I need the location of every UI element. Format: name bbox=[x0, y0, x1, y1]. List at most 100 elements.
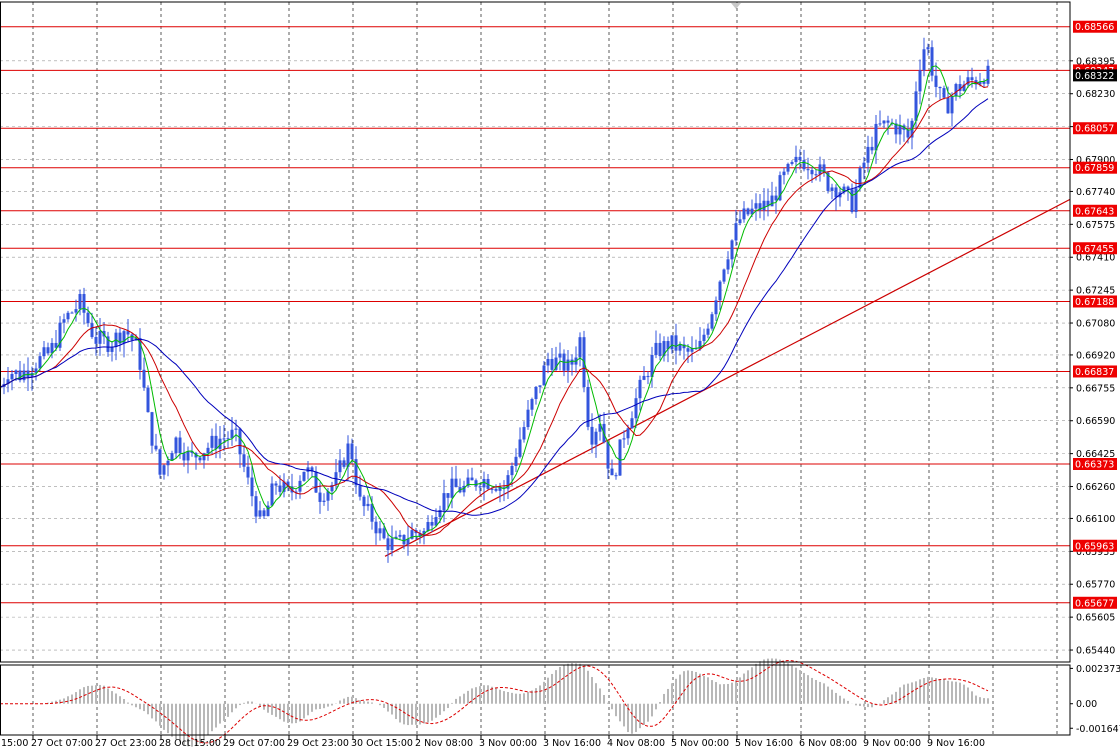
candle-body bbox=[234, 428, 238, 430]
candle-body bbox=[478, 486, 482, 488]
level-label: 0.67188 bbox=[1075, 297, 1114, 308]
candle-body bbox=[886, 120, 890, 123]
candle-body bbox=[738, 219, 742, 224]
candle-body bbox=[598, 423, 602, 432]
candle-body bbox=[674, 335, 678, 351]
candle-body bbox=[106, 336, 110, 352]
candle-body bbox=[14, 370, 18, 374]
price-tick-label: 0.67245 bbox=[1076, 286, 1115, 297]
candle-body bbox=[278, 485, 282, 492]
candle-body bbox=[326, 491, 330, 501]
candle-body bbox=[686, 348, 690, 352]
candle-body bbox=[698, 340, 702, 350]
candle-body bbox=[118, 332, 122, 344]
candle-body bbox=[162, 465, 166, 475]
candle-body bbox=[538, 385, 542, 387]
candle-body bbox=[442, 493, 446, 511]
candle-body bbox=[142, 369, 146, 388]
candle-body bbox=[806, 169, 810, 171]
candle-body bbox=[618, 439, 622, 476]
candle-body bbox=[490, 488, 494, 490]
ma-30-line bbox=[0, 98, 989, 516]
candle-body bbox=[498, 487, 502, 491]
candle-body bbox=[882, 120, 886, 124]
candle-body bbox=[310, 467, 314, 472]
time-tick-label: 3 Nov 16:00 bbox=[543, 738, 601, 749]
trendline[interactable] bbox=[384, 198, 1071, 557]
grid bbox=[0, 2, 1070, 735]
candle-body bbox=[246, 466, 250, 478]
candle-body bbox=[214, 435, 218, 449]
candle-body bbox=[202, 453, 206, 461]
candle-body bbox=[454, 478, 458, 488]
candle-body bbox=[74, 309, 78, 313]
candle-body bbox=[378, 528, 382, 534]
candle-body bbox=[878, 123, 882, 125]
horizontal-levels[interactable] bbox=[0, 26, 1070, 604]
candle-body bbox=[262, 510, 266, 517]
candle-body bbox=[934, 75, 938, 87]
candle-body bbox=[254, 496, 258, 517]
candle-body bbox=[394, 536, 398, 539]
candle-body bbox=[510, 465, 514, 476]
candle-body bbox=[382, 528, 386, 539]
candle-body bbox=[654, 342, 658, 355]
candle-body bbox=[42, 347, 46, 357]
candle-body bbox=[342, 460, 346, 467]
candle-body bbox=[274, 483, 278, 486]
level-labels: 0.685660.683470.680570.678590.676430.674… bbox=[1073, 20, 1117, 609]
candle-body bbox=[842, 186, 846, 193]
candle-body bbox=[286, 481, 290, 487]
candle-body bbox=[690, 347, 694, 352]
price-tick-label: 0.68230 bbox=[1076, 89, 1115, 100]
candle-body bbox=[346, 443, 350, 467]
candle-body bbox=[462, 485, 466, 493]
time-tick-label: 9 Nov 16:00 bbox=[927, 738, 985, 749]
chart-shift-marker-icon[interactable] bbox=[731, 3, 741, 9]
candle-body bbox=[610, 468, 614, 476]
level-label: 0.67859 bbox=[1075, 163, 1114, 174]
candle-body bbox=[774, 195, 778, 201]
candle-body bbox=[62, 319, 66, 323]
level-label-bg bbox=[1073, 458, 1117, 470]
candle-body bbox=[866, 146, 870, 163]
candle-body bbox=[630, 418, 634, 429]
candle-body bbox=[366, 503, 370, 507]
candle-body bbox=[502, 487, 506, 489]
candle-body bbox=[186, 451, 190, 461]
candle-body bbox=[526, 409, 530, 428]
candle-body bbox=[750, 208, 754, 215]
candle-body bbox=[706, 328, 710, 335]
level-label-bg bbox=[1073, 242, 1117, 255]
candle-body bbox=[70, 312, 74, 314]
candle-body bbox=[558, 353, 562, 358]
candle-body bbox=[682, 344, 686, 349]
candle-body bbox=[434, 517, 438, 526]
candle-body bbox=[438, 510, 442, 518]
candle-body bbox=[350, 443, 354, 460]
candle-body bbox=[970, 77, 974, 81]
candle-body bbox=[518, 439, 522, 457]
level-label-bg bbox=[1073, 20, 1117, 33]
candle-body bbox=[174, 437, 178, 454]
candle-body bbox=[258, 510, 262, 517]
candle-body bbox=[822, 164, 826, 173]
candle-body bbox=[722, 269, 726, 282]
level-label-bg bbox=[1073, 539, 1117, 552]
candle-body bbox=[446, 493, 450, 498]
candle-body bbox=[894, 123, 898, 135]
candle-body bbox=[290, 486, 294, 493]
candle-body bbox=[230, 429, 234, 439]
candle-body bbox=[158, 449, 162, 475]
time-tick-label: 30 Oct 15:00 bbox=[351, 738, 413, 749]
candle-body bbox=[306, 467, 310, 472]
level-label-bg bbox=[1073, 161, 1117, 174]
level-label-bg bbox=[1073, 122, 1117, 135]
candle-body bbox=[130, 334, 134, 341]
level-label: 0.66837 bbox=[1075, 367, 1114, 378]
candle-body bbox=[282, 481, 286, 492]
candle-body bbox=[938, 86, 942, 89]
level-label: 0.68566 bbox=[1075, 22, 1114, 33]
